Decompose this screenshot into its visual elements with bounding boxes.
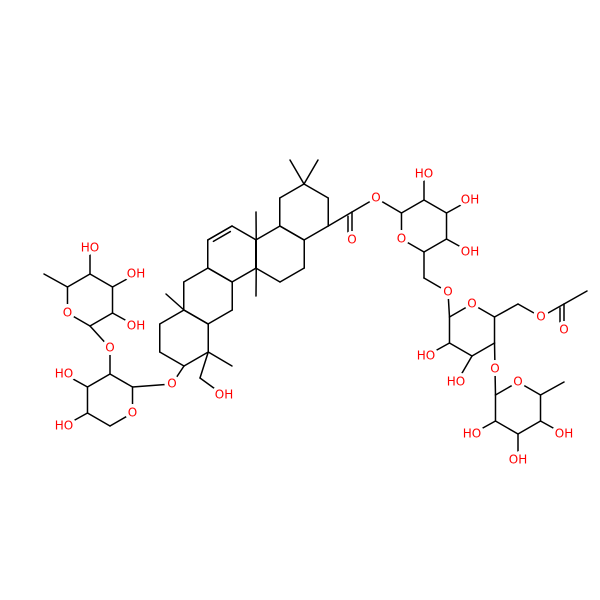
bond: [231, 225, 257, 241]
bonds: [43, 159, 588, 461]
atom-label: HO: [447, 375, 465, 389]
bond: [199, 351, 209, 379]
atom-label: HO: [415, 167, 433, 181]
bond: [89, 273, 114, 288]
bond: [86, 412, 111, 427]
bond: [563, 290, 588, 305]
bond: [109, 373, 134, 388]
atom-label: OH: [215, 388, 233, 402]
bond: [423, 199, 448, 214]
bond: [400, 199, 425, 214]
bond: [231, 267, 257, 283]
bond: [207, 267, 233, 283]
atom-label: O: [513, 375, 522, 389]
bond: [183, 309, 209, 325]
bond: [255, 267, 281, 283]
bond: [517, 381, 542, 396]
bond: [447, 291, 451, 318]
bond: [539, 381, 565, 396]
bond: [539, 420, 565, 435]
bond: [351, 197, 377, 213]
bond: [255, 225, 281, 241]
bond: [207, 225, 233, 241]
atom-label: O: [490, 362, 499, 376]
bond: [425, 342, 451, 357]
bond: [303, 183, 329, 199]
bond: [448, 303, 473, 318]
bond: [494, 381, 519, 396]
bond: [183, 351, 209, 367]
bond: [63, 373, 89, 388]
atom-label: O: [105, 341, 114, 355]
atom-label: HO: [55, 367, 73, 381]
bond: [540, 303, 565, 318]
bond: [494, 420, 519, 435]
atom-label: O: [63, 306, 72, 320]
bond: [457, 355, 473, 381]
bond: [159, 309, 185, 325]
bond: [471, 342, 496, 357]
bond: [400, 238, 425, 253]
bond: [279, 225, 305, 241]
atom-label: HO: [417, 349, 435, 363]
bond: [131, 383, 173, 388]
atom-label: O: [128, 406, 137, 420]
bond: [445, 238, 471, 253]
bond: [111, 312, 137, 327]
bond: [279, 183, 305, 199]
bond: [423, 277, 449, 293]
atom-label: O: [467, 297, 476, 311]
bond: [471, 420, 497, 435]
bond: [517, 303, 542, 318]
atom-label: HO: [463, 427, 481, 441]
bond: [448, 342, 473, 357]
bond: [303, 159, 319, 185]
bond: [207, 351, 233, 367]
bond: [199, 377, 223, 395]
bond: [89, 312, 114, 327]
bond: [171, 365, 185, 385]
bond: [289, 159, 305, 185]
bond: [375, 197, 403, 214]
bond: [86, 373, 111, 388]
bond: [159, 351, 185, 367]
bond: [109, 412, 134, 427]
atom-label: OH: [555, 427, 573, 441]
bond: [183, 267, 209, 283]
atom-labels: OOHOOHOHOOOOOHOHOOOOHOHHOOHOOHOHOOOHOOHO…: [51, 163, 576, 470]
bond: [63, 412, 89, 427]
bond: [43, 273, 69, 288]
bond: [66, 273, 91, 288]
bond: [445, 199, 471, 214]
atom-label: O: [167, 377, 176, 391]
bond: [111, 273, 137, 288]
bond: [212, 230, 232, 243]
atom-label: O: [371, 191, 380, 205]
bond: [517, 420, 542, 435]
atom-label: HO: [81, 241, 99, 255]
bond: [207, 309, 233, 325]
atom-label: O: [559, 323, 568, 337]
atom-label: OH: [127, 267, 145, 281]
bond: [279, 267, 305, 283]
bond: [493, 303, 519, 318]
bond: [471, 303, 496, 318]
atom-label: O: [397, 232, 406, 246]
atom-label: O: [347, 233, 356, 247]
atom-label: O: [443, 285, 452, 299]
atom-label: OH: [509, 453, 527, 467]
bond: [303, 225, 329, 241]
bond: [327, 211, 353, 227]
bond: [423, 238, 448, 253]
atom-label: HO: [55, 419, 73, 433]
atom-label: OH: [127, 319, 145, 333]
bond: [66, 312, 91, 327]
atom-label: OH: [461, 245, 479, 259]
atom-label: O: [536, 310, 545, 324]
bond: [89, 325, 111, 349]
bond: [165, 293, 185, 311]
atom-label: OH: [461, 193, 479, 207]
